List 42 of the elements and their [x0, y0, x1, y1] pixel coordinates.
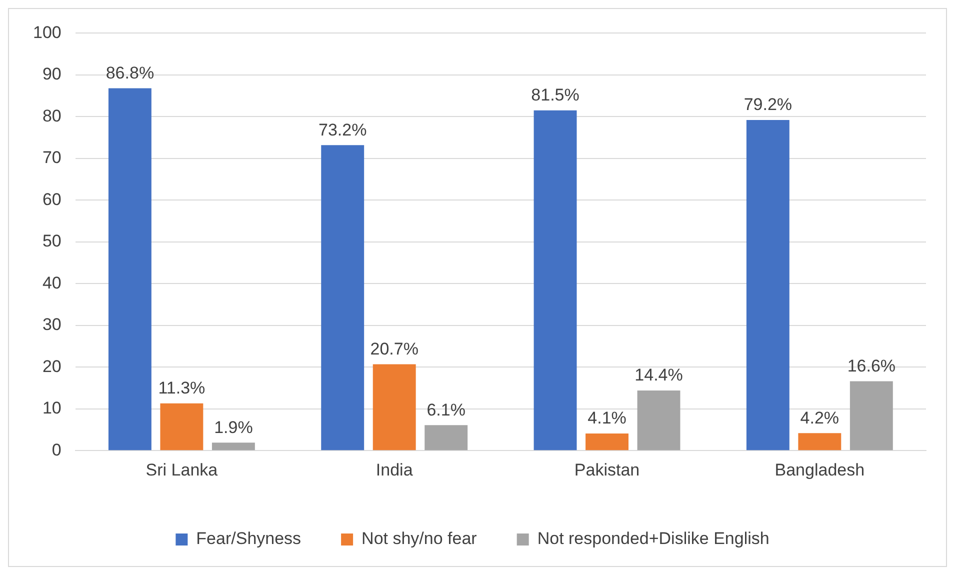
bar: [212, 442, 255, 450]
bar: [372, 364, 416, 450]
x-tick-label: Pakistan: [574, 460, 640, 480]
bar: [850, 381, 893, 450]
data-label: 11.3%: [158, 378, 206, 398]
legend-label: Fear/Shyness: [196, 529, 302, 548]
data-label: 14.4%: [634, 366, 683, 385]
x-tick-label: India: [376, 460, 414, 480]
y-tick-label: 20: [42, 356, 62, 376]
bar: [424, 425, 468, 450]
y-tick-label: 100: [32, 22, 62, 42]
y-tick-label: 90: [42, 64, 62, 84]
bar: [798, 433, 842, 450]
y-tick-label: 70: [42, 148, 62, 168]
data-label: 79.2%: [744, 95, 792, 114]
y-tick-label: 60: [42, 190, 62, 209]
x-tick-label: Sri Lanka: [146, 460, 218, 480]
data-label: 1.9%: [214, 418, 253, 437]
data-label: 16.6%: [847, 356, 896, 376]
bar: [160, 403, 204, 450]
y-tick-label: 80: [42, 106, 62, 126]
legend-label: Not shy/no fear: [362, 529, 478, 548]
y-tick-label: 50: [42, 232, 62, 251]
y-tick-label: 30: [42, 315, 62, 334]
data-label: 73.2%: [318, 120, 367, 140]
data-label: 81.5%: [531, 86, 580, 105]
data-label: 4.1%: [588, 408, 626, 428]
bar: [108, 88, 152, 450]
bar: [586, 433, 628, 450]
y-tick-label: 0: [52, 440, 62, 460]
data-label: 4.2%: [800, 408, 840, 428]
legend-label: Not responded+Dislike English: [537, 529, 770, 548]
data-label: 20.7%: [370, 339, 418, 358]
bar: [321, 145, 364, 450]
y-tick-label: 10: [42, 398, 62, 418]
data-label: 86.8%: [106, 63, 154, 82]
y-tick-label: 40: [42, 273, 62, 292]
bar: [746, 120, 790, 450]
bar: [534, 110, 577, 450]
x-tick-label: Bangladesh: [774, 460, 865, 480]
bar: [637, 390, 680, 450]
data-label: 6.1%: [426, 400, 466, 420]
